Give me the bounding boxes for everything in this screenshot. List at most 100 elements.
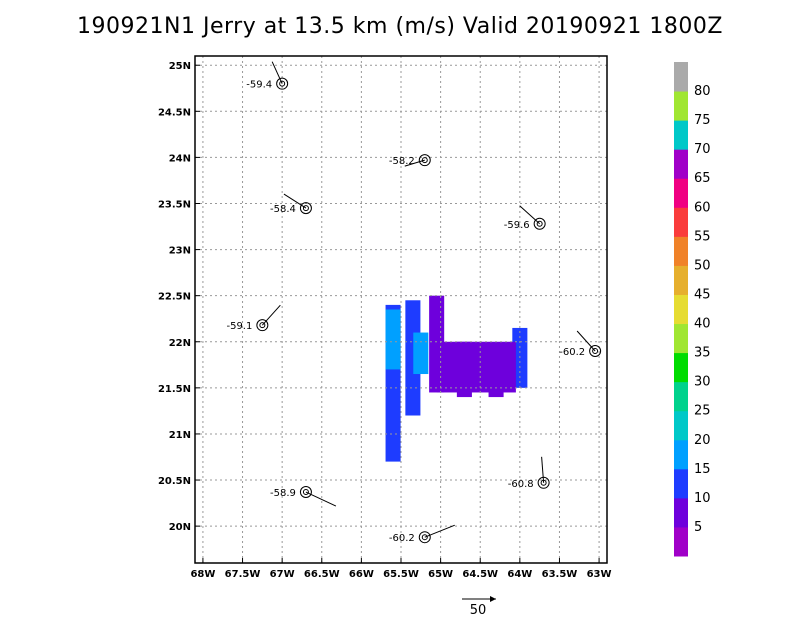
wind-barb-1 [404, 159, 425, 167]
colorbar-label-14: 75 [694, 113, 711, 128]
station-2: -58.4 [270, 193, 312, 215]
y-tick-label-8: 24N [169, 153, 191, 164]
station-dot-5 [592, 347, 599, 354]
wind-barb-5 [576, 330, 596, 352]
station-ring-1 [418, 154, 431, 167]
station-dot-4 [259, 322, 266, 329]
wind-barb-2 [283, 193, 307, 209]
wind-barb-8 [424, 524, 455, 538]
y-tick-label-7: 23.5N [158, 199, 191, 210]
station-7: -58.9 [270, 486, 337, 507]
colorbar-label-12: 65 [694, 171, 711, 186]
station-dot-2 [302, 205, 309, 212]
colorbar-swatch-7 [674, 323, 688, 354]
wind-cell-3 [413, 332, 429, 375]
colorbar-swatch-13 [674, 149, 688, 179]
y-tick-label-2: 21N [169, 430, 191, 441]
colorbar-swatch-1 [674, 497, 688, 528]
colorbar-label-5: 30 [694, 375, 711, 390]
y-tick-label-9: 24.5N [158, 107, 191, 118]
wind-field [385, 295, 528, 462]
station-dot-8 [421, 534, 428, 541]
colorbar-label-13: 70 [694, 142, 711, 157]
colorbar-label-3: 20 [694, 433, 711, 448]
station-ring-7 [299, 486, 312, 499]
colorbar-label-15: 80 [694, 84, 711, 99]
colorbar-swatch-6 [674, 352, 688, 383]
x-tick-label-9: 63.5W [542, 569, 578, 580]
axes: 68W 67.5W 67W 66.5W 66W 65.5W 65W 64.5W 64W 63.5W… [158, 55, 612, 580]
station-1: -58.2 [389, 154, 431, 167]
x-tick-label-2: 67W [270, 569, 295, 580]
x-tick-label-5: 65.5W [383, 569, 419, 580]
colorbar-label-2: 15 [694, 462, 711, 477]
wind-barb-3 [519, 205, 540, 225]
reference-label: 50 [470, 603, 487, 618]
y-tick-label-10: 25N [169, 61, 191, 72]
station-ring-8 [418, 531, 431, 544]
x-tick-label-0: 68W [190, 569, 215, 580]
station-label-4: -59.1 [226, 321, 252, 332]
x-tick-label-1: 67.5W [225, 569, 261, 580]
wind-barb-0 [271, 61, 283, 84]
x-tick-label-6: 65W [428, 569, 453, 580]
colorbar-label-11: 60 [694, 200, 711, 215]
wind-barb-7 [305, 491, 337, 507]
colorbar-swatch-5 [674, 381, 688, 412]
wind-cell-2 [385, 309, 401, 370]
y-tick-label-5: 22.5N [158, 292, 191, 303]
colorbar-swatch-10 [674, 236, 688, 266]
station-8: -60.2 [389, 524, 455, 544]
wind-cell-1 [405, 300, 421, 416]
colorbar-swatch-0 [674, 526, 688, 557]
y-tick-label-0: 20N [169, 522, 191, 533]
station-label-6: -60.8 [508, 479, 534, 490]
colorbar-label-6: 35 [694, 346, 711, 361]
x-tick-label-3: 66.5W [304, 569, 340, 580]
station-ring-3 [533, 217, 546, 230]
colorbar-label-10: 55 [694, 229, 711, 244]
observations: -59.4 -58.2 -58.4 -59.6 -59.1 -60.2 -60.8 -58.9… [226, 61, 602, 544]
colorbar-swatch-9 [674, 265, 688, 295]
colorbar-swatch-11 [674, 207, 688, 237]
grid-lines [195, 56, 607, 563]
station-dot-1 [421, 157, 428, 164]
colorbar-label-8: 45 [694, 287, 711, 302]
reference-vector: 50 [462, 596, 496, 618]
station-0: -59.4 [246, 61, 289, 91]
y-tick-label-3: 21.5N [158, 384, 191, 395]
chart-title: 190921N1 Jerry at 13.5 km (m/s) Valid 20… [77, 14, 723, 39]
station-label-2: -58.4 [270, 204, 296, 215]
station-label-8: -60.2 [389, 533, 415, 544]
station-4: -59.1 [226, 304, 281, 332]
x-tick-label-4: 66W [349, 569, 374, 580]
colorbar-swatch-15 [674, 91, 688, 121]
station-ring-0 [276, 77, 289, 90]
colorbar-swatch-3 [674, 439, 688, 470]
colorbar-label-0: 5 [694, 520, 702, 535]
station-dot-3 [536, 220, 543, 227]
station-ring-4 [256, 319, 269, 332]
y-tick-label-6: 23N [169, 246, 191, 257]
colorbar-label-1: 10 [694, 491, 711, 506]
x-tick-label-10: 63W [587, 569, 612, 580]
colorbar-swatch-2 [674, 468, 688, 499]
colorbar-swatch-12 [674, 178, 688, 208]
colorbar: 5 10 15 20 25 30 35 40 45 50 55 60 65 70 75 80 [674, 62, 711, 557]
station-6: -60.8 [508, 456, 550, 490]
station-ring-5 [589, 344, 602, 357]
station-5: -60.2 [559, 330, 602, 358]
colorbar-swatch-4 [674, 410, 688, 441]
wind-band [436, 341, 516, 393]
station-label-0: -59.4 [246, 80, 272, 91]
station-3: -59.6 [504, 205, 546, 231]
colorbar-label-4: 25 [694, 404, 711, 419]
station-label-5: -60.2 [559, 347, 585, 358]
colorbar-label-7: 40 [694, 317, 711, 332]
colorbar-swatch-8 [674, 294, 688, 325]
station-label-7: -58.9 [270, 488, 296, 499]
station-ring-2 [299, 202, 312, 215]
colorbar-label-9: 50 [694, 258, 711, 273]
wind-barb-4 [261, 304, 281, 326]
